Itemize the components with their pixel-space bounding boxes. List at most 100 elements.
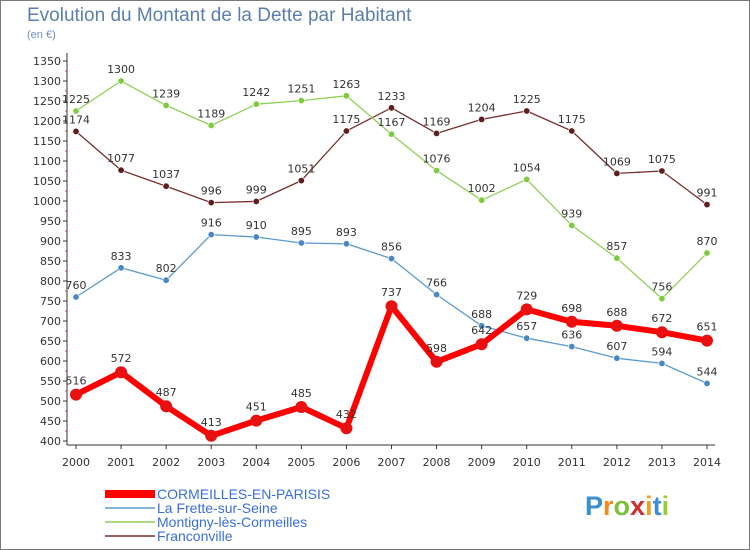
data-label: 1263 xyxy=(332,78,360,91)
data-point xyxy=(387,130,395,138)
data-label: 1225 xyxy=(513,93,541,106)
y-tick-label: 700 xyxy=(40,315,61,328)
data-point xyxy=(523,334,531,342)
data-point xyxy=(162,101,170,109)
data-point xyxy=(162,182,170,190)
y-tick-label: 550 xyxy=(40,375,61,388)
legend-label: Montigny-lès-Cormeilles xyxy=(157,514,307,530)
data-label: 651 xyxy=(697,321,718,334)
data-point xyxy=(568,221,576,229)
data-point xyxy=(565,315,578,328)
data-point xyxy=(658,167,666,175)
data-point xyxy=(703,249,711,257)
data-point xyxy=(658,295,666,303)
data-label: 1051 xyxy=(287,163,315,176)
x-tick-label: 2011 xyxy=(558,456,586,469)
data-label: 544 xyxy=(697,365,718,378)
data-point xyxy=(433,167,441,175)
chart-subtitle: (en €) xyxy=(27,29,56,41)
data-point xyxy=(295,401,308,413)
data-point xyxy=(72,107,80,115)
data-point xyxy=(207,121,215,129)
data-label: 802 xyxy=(156,262,177,275)
data-label: 939 xyxy=(561,207,582,220)
data-label: 910 xyxy=(246,219,267,232)
data-point xyxy=(658,359,666,367)
data-point xyxy=(387,255,395,263)
data-label: 999 xyxy=(246,183,267,196)
data-label: 895 xyxy=(291,225,312,238)
y-tick-label: 1000 xyxy=(33,195,61,208)
data-label: 1251 xyxy=(287,83,315,96)
data-label: 572 xyxy=(111,352,132,365)
data-label: 991 xyxy=(697,187,718,200)
data-point xyxy=(703,379,711,387)
logo-letter: i xyxy=(645,491,653,521)
data-label: 451 xyxy=(246,401,267,414)
data-point xyxy=(701,334,713,347)
y-tick-label: 450 xyxy=(40,415,61,428)
data-label: 760 xyxy=(66,279,87,292)
data-label: 1175 xyxy=(558,113,586,126)
proxiti-logo: Proxiti xyxy=(585,491,669,522)
data-point xyxy=(430,355,443,368)
data-label: 893 xyxy=(336,226,357,239)
data-point xyxy=(478,322,486,330)
data-label: 598 xyxy=(426,342,447,355)
data-point xyxy=(117,166,125,174)
data-point xyxy=(342,92,350,100)
data-point xyxy=(117,77,125,85)
data-label: 1167 xyxy=(378,116,406,129)
legend-label: Franconville xyxy=(157,528,233,544)
y-tick-label: 1300 xyxy=(33,75,61,88)
data-label: 856 xyxy=(381,241,402,254)
y-tick-label: 650 xyxy=(40,335,61,348)
data-label: 916 xyxy=(201,217,222,230)
x-tick-label: 2000 xyxy=(62,456,90,469)
y-tick-label: 950 xyxy=(40,215,61,228)
logo-letter: x xyxy=(630,491,646,521)
data-label: 1175 xyxy=(332,113,360,126)
y-tick-label: 500 xyxy=(40,395,61,408)
x-tick-label: 2005 xyxy=(287,456,315,469)
data-label: 833 xyxy=(111,250,132,263)
data-label: 672 xyxy=(651,312,672,325)
x-tick-label: 2012 xyxy=(603,456,631,469)
data-label: 1054 xyxy=(513,161,541,174)
x-tick-label: 2002 xyxy=(152,456,180,469)
data-label: 688 xyxy=(471,308,492,321)
data-label: 485 xyxy=(291,387,312,400)
data-label: 857 xyxy=(606,240,627,253)
y-tick-label: 1150 xyxy=(33,135,61,148)
legend-label: La Frette-sur-Seine xyxy=(157,500,278,516)
data-label: 766 xyxy=(426,277,447,290)
data-label: 1300 xyxy=(107,63,135,76)
data-point xyxy=(342,127,350,135)
data-point xyxy=(297,239,305,247)
logo-letter: t xyxy=(652,491,662,521)
x-tick-label: 2007 xyxy=(378,456,406,469)
x-tick-label: 2003 xyxy=(197,456,225,469)
data-point xyxy=(250,414,263,427)
data-label: 1225 xyxy=(62,93,90,106)
x-tick-label: 2014 xyxy=(693,456,721,469)
data-point xyxy=(340,422,353,435)
data-label: 698 xyxy=(561,302,582,315)
data-label: 432 xyxy=(336,408,357,421)
data-label: 1169 xyxy=(423,115,451,128)
data-point xyxy=(478,115,486,123)
y-tick-label: 1100 xyxy=(33,155,61,168)
data-point xyxy=(568,127,576,135)
data-label: 636 xyxy=(561,329,582,342)
data-point xyxy=(433,291,441,299)
data-label: 1189 xyxy=(197,107,225,120)
chart-title: Evolution du Montant de la Dette par Hab… xyxy=(27,5,412,26)
data-label: 1242 xyxy=(242,86,270,99)
y-tick-label: 400 xyxy=(40,435,61,448)
data-point xyxy=(117,264,125,272)
x-tick-label: 2001 xyxy=(107,456,135,469)
data-label: 1069 xyxy=(603,155,631,168)
x-tick-label: 2010 xyxy=(513,456,541,469)
